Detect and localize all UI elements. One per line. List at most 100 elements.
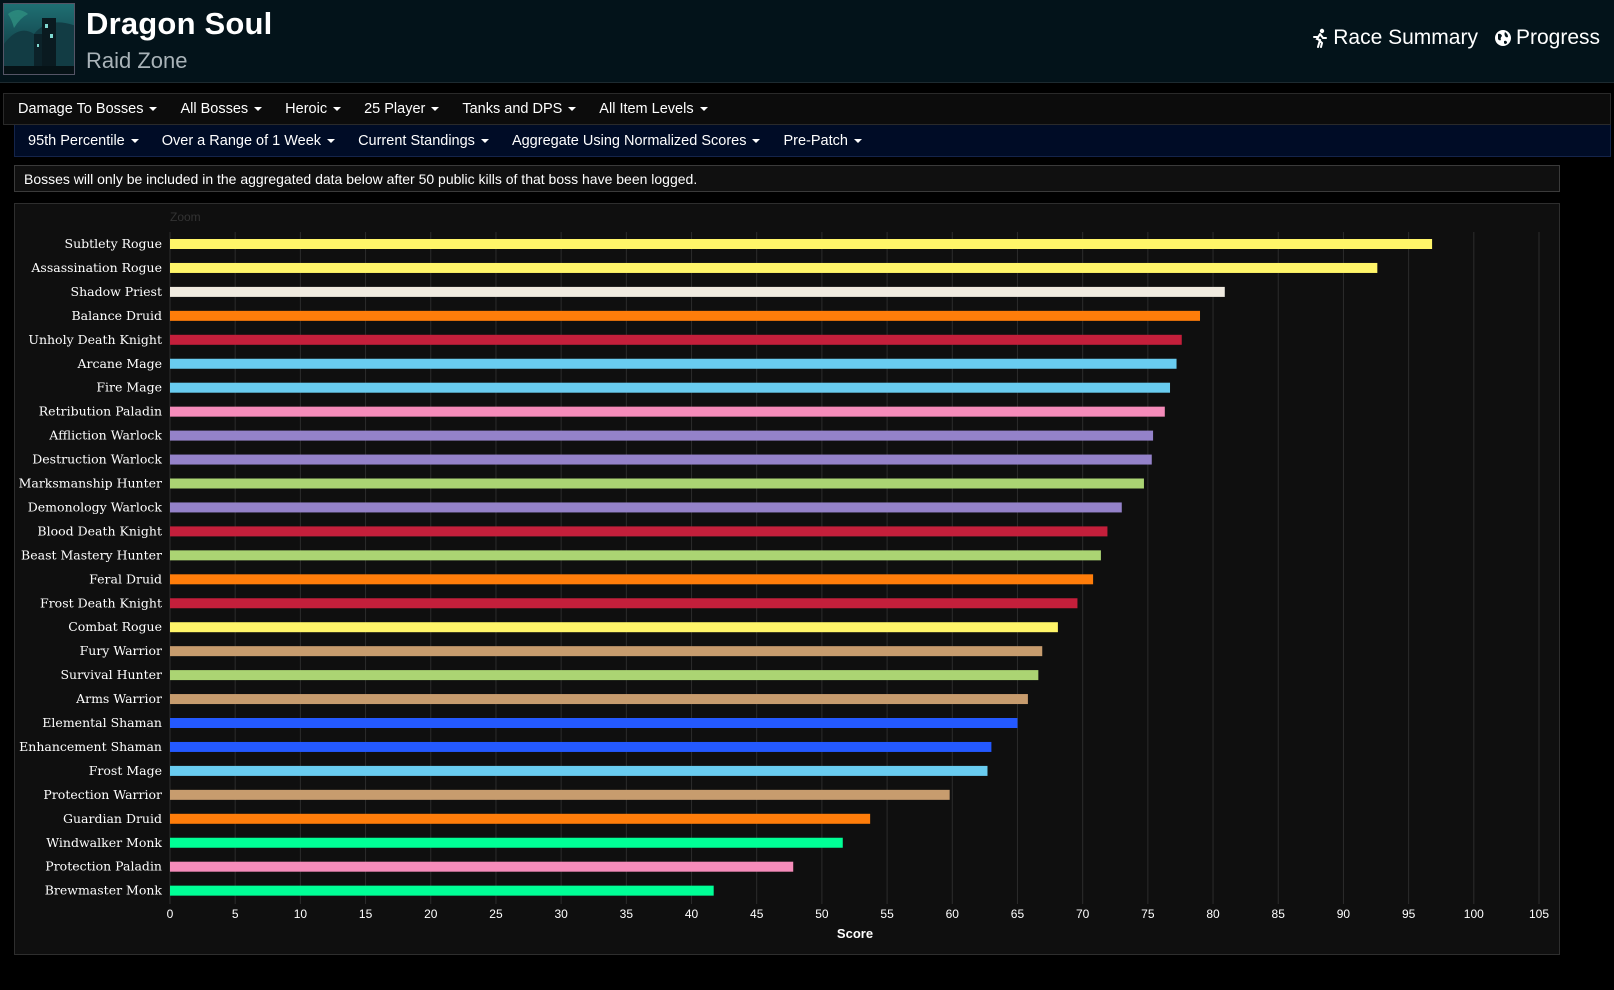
bar[interactable] bbox=[170, 478, 1144, 489]
x-tick-label: 25 bbox=[489, 907, 503, 921]
category-label: Elemental Shaman bbox=[42, 715, 162, 730]
x-axis-label: Score bbox=[837, 926, 873, 941]
bar[interactable] bbox=[170, 358, 1177, 369]
bar[interactable] bbox=[170, 765, 988, 776]
chevron-down-icon bbox=[149, 107, 158, 111]
category-label: Arms Warrior bbox=[75, 691, 162, 706]
bar[interactable] bbox=[170, 334, 1182, 345]
bar[interactable] bbox=[170, 406, 1165, 417]
chevron-down-icon bbox=[254, 107, 263, 111]
patch-dropdown[interactable]: Pre-Patch bbox=[783, 133, 862, 149]
category-label: Affliction Warlock bbox=[48, 428, 162, 443]
aggregate-dropdown[interactable]: Aggregate Using Normalized Scores bbox=[512, 133, 761, 149]
chevron-down-icon bbox=[480, 138, 489, 143]
category-label: Shadow Priest bbox=[71, 284, 163, 299]
page-subtitle: Raid Zone bbox=[86, 48, 188, 73]
role-dropdown[interactable]: Tanks and DPS bbox=[462, 101, 577, 117]
category-label: Beast Mastery Hunter bbox=[21, 547, 162, 562]
bar[interactable] bbox=[170, 550, 1101, 561]
bar[interactable] bbox=[170, 670, 1039, 681]
x-tick-label: 70 bbox=[1076, 907, 1090, 921]
bar[interactable] bbox=[170, 382, 1171, 393]
bar[interactable] bbox=[170, 574, 1094, 585]
bar[interactable] bbox=[170, 310, 1201, 321]
boss-dropdown[interactable]: All Bosses bbox=[180, 101, 263, 117]
progress-link[interactable]: Progress bbox=[1494, 26, 1600, 50]
category-label: Subtlety Rogue bbox=[65, 236, 162, 251]
category-labels: Subtlety Rogue Assassination Rogue Shadow … bbox=[19, 236, 163, 898]
bar[interactable] bbox=[170, 454, 1152, 465]
race-summary-link[interactable]: Race Summary bbox=[1311, 26, 1478, 50]
chevron-down-icon bbox=[333, 107, 342, 111]
bar[interactable] bbox=[170, 286, 1225, 297]
x-tick-label: 95 bbox=[1402, 907, 1416, 921]
category-label: Demonology Warlock bbox=[28, 499, 163, 514]
chevron-down-icon bbox=[130, 138, 139, 143]
range-dropdown[interactable]: Over a Range of 1 Week bbox=[162, 133, 336, 149]
zone-thumbnail bbox=[3, 3, 75, 75]
x-tick-label: 45 bbox=[750, 907, 764, 921]
x-tick-label: 30 bbox=[554, 907, 568, 921]
category-label: Protection Warrior bbox=[43, 787, 162, 802]
category-label: Blood Death Knight bbox=[37, 523, 162, 538]
bar[interactable] bbox=[170, 694, 1028, 705]
globe-icon bbox=[1494, 30, 1511, 46]
chevron-down-icon bbox=[752, 138, 761, 143]
bar[interactable] bbox=[170, 741, 992, 752]
x-tick-label: 0 bbox=[167, 907, 174, 921]
x-axis-ticks: 0 5 10 15 20 25 30 35 40 45 50 55 60 65 70 75 80 85 90 95 10… bbox=[167, 907, 1550, 921]
percentile-dropdown[interactable]: 95th Percentile bbox=[28, 133, 139, 149]
x-tick-label: 50 bbox=[815, 907, 829, 921]
category-label: Assassination Rogue bbox=[30, 260, 162, 275]
bar[interactable] bbox=[170, 598, 1078, 609]
x-tick-label: 65 bbox=[1011, 907, 1025, 921]
bar[interactable] bbox=[170, 789, 950, 800]
aggregation-notice: Bosses will only be included in the aggr… bbox=[14, 165, 1560, 192]
category-label: Feral Druid bbox=[89, 571, 162, 586]
bar[interactable] bbox=[170, 837, 843, 848]
bar[interactable] bbox=[170, 430, 1154, 441]
filter-bar-secondary: 95th Percentile Over a Range of 1 Week C… bbox=[14, 125, 1611, 157]
size-dropdown[interactable]: 25 Player bbox=[364, 101, 440, 117]
race-summary-label: Race Summary bbox=[1333, 26, 1478, 49]
x-tick-label: 40 bbox=[685, 907, 699, 921]
bar[interactable] bbox=[170, 718, 1018, 728]
category-label: Frost Mage bbox=[89, 763, 162, 778]
x-tick-label: 15 bbox=[359, 907, 373, 921]
x-tick-label: 20 bbox=[424, 907, 438, 921]
metric-dropdown[interactable]: Damage To Bosses bbox=[18, 101, 158, 117]
bar[interactable] bbox=[170, 622, 1058, 633]
bar[interactable] bbox=[170, 885, 714, 896]
bar[interactable] bbox=[170, 262, 1378, 273]
category-label: Retribution Paladin bbox=[39, 404, 162, 419]
x-tick-label: 35 bbox=[620, 907, 634, 921]
bar[interactable] bbox=[170, 526, 1108, 537]
category-label: Arcane Mage bbox=[76, 356, 162, 371]
bar[interactable] bbox=[170, 239, 1433, 249]
difficulty-dropdown[interactable]: Heroic bbox=[285, 101, 342, 117]
page-title: Dragon Soul bbox=[86, 6, 273, 41]
grid-lines bbox=[169, 232, 1540, 904]
chevron-down-icon bbox=[431, 107, 440, 111]
x-tick-label: 85 bbox=[1272, 907, 1286, 921]
bar[interactable] bbox=[170, 813, 871, 824]
category-label: Brewmaster Monk bbox=[45, 883, 163, 898]
filter-bar-primary: Damage To Bosses All Bosses Heroic 25 Pl… bbox=[3, 93, 1611, 125]
bar[interactable] bbox=[170, 646, 1043, 657]
x-tick-label: 60 bbox=[946, 907, 960, 921]
x-tick-label: 75 bbox=[1141, 907, 1155, 921]
standings-dropdown[interactable]: Current Standings bbox=[358, 133, 489, 149]
bar[interactable] bbox=[170, 861, 794, 872]
category-label: Windwalker Monk bbox=[46, 835, 162, 850]
zoom-label[interactable]: Zoom bbox=[170, 210, 201, 224]
item-level-dropdown[interactable]: All Item Levels bbox=[599, 101, 708, 117]
page-header: Dragon Soul Raid Zone Race Summary Progr… bbox=[0, 0, 1614, 83]
category-label: Protection Paladin bbox=[45, 859, 162, 874]
category-label: Fury Warrior bbox=[80, 643, 162, 658]
category-label: Fire Mage bbox=[96, 380, 162, 395]
header-nav: Race Summary Progress bbox=[1311, 26, 1600, 50]
x-tick-label: 90 bbox=[1337, 907, 1351, 921]
category-label: Destruction Warlock bbox=[32, 452, 162, 467]
chevron-down-icon bbox=[853, 138, 862, 143]
bar[interactable] bbox=[170, 502, 1122, 513]
